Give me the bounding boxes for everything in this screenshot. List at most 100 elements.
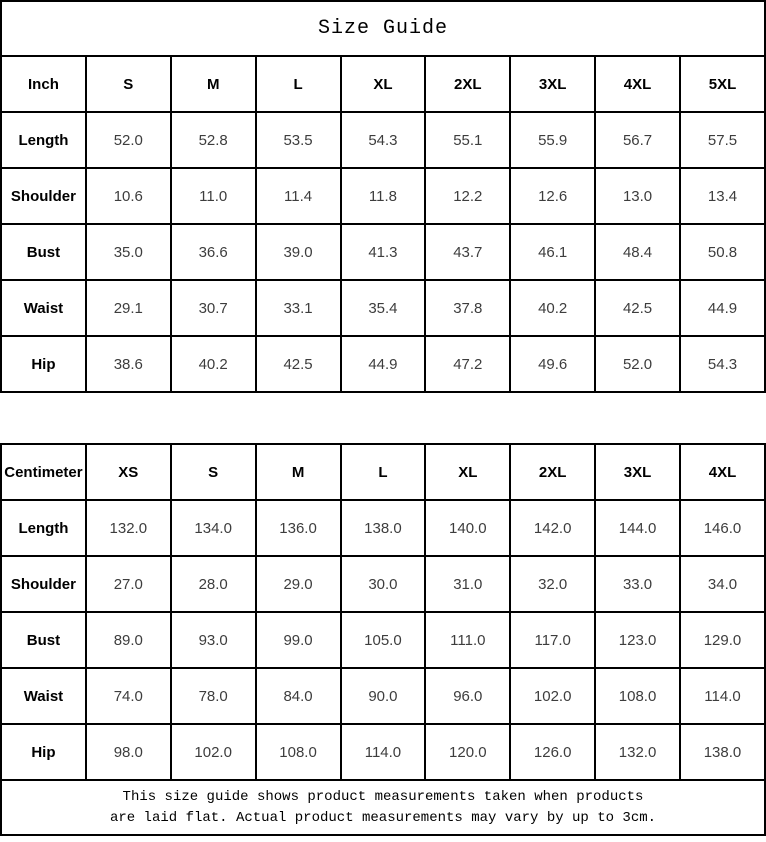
size-header: L	[339, 443, 427, 501]
measurement-cell: 57.5	[679, 111, 766, 169]
measurement-cell: 34.0	[679, 555, 766, 613]
measurement-cell: 93.0	[169, 611, 257, 669]
measurement-cell: 31.0	[424, 555, 512, 613]
measurement-cell: 146.0	[679, 499, 766, 557]
size-header: 4XL	[679, 443, 766, 501]
row-label: Shoulder	[0, 555, 87, 613]
measurement-cell: 10.6	[84, 167, 172, 225]
measurement-cell: 44.9	[339, 335, 427, 393]
inch-header-row: Inch S M L XL 2XL 3XL 4XL 5XL	[0, 55, 766, 113]
measurement-cell: 56.7	[594, 111, 681, 169]
measurement-row-hip: Hip 38.6 40.2 42.5 44.9 47.2 49.6 52.0 5…	[0, 335, 766, 393]
row-label: Length	[0, 499, 87, 557]
measurement-cell: 11.0	[169, 167, 257, 225]
measurement-cell: 29.1	[84, 279, 172, 337]
measurement-cell: 47.2	[424, 335, 512, 393]
measurement-cell: 117.0	[509, 611, 597, 669]
measurement-cell: 37.8	[424, 279, 512, 337]
size-header: 3XL	[594, 443, 681, 501]
row-label: Waist	[0, 667, 87, 725]
measurement-row-shoulder: Shoulder 10.6 11.0 11.4 11.8 12.2 12.6 1…	[0, 167, 766, 225]
measurement-cell: 142.0	[509, 499, 597, 557]
row-label: Waist	[0, 279, 87, 337]
measurement-cell: 44.9	[679, 279, 766, 337]
size-header: 4XL	[594, 55, 681, 113]
measurement-row-waist: Waist 29.1 30.7 33.1 35.4 37.8 40.2 42.5…	[0, 279, 766, 337]
size-header: S	[84, 55, 172, 113]
measurement-cell: 90.0	[339, 667, 427, 725]
measurement-cell: 108.0	[254, 723, 342, 781]
measurement-cell: 12.2	[424, 167, 512, 225]
measurement-cell: 41.3	[339, 223, 427, 281]
size-header: 3XL	[509, 55, 597, 113]
measurement-cell: 30.0	[339, 555, 427, 613]
measurement-cell: 98.0	[84, 723, 172, 781]
size-header: 2XL	[424, 55, 512, 113]
measurement-cell: 55.1	[424, 111, 512, 169]
measurement-cell: 144.0	[594, 499, 681, 557]
size-header: 5XL	[679, 55, 766, 113]
size-header: L	[254, 55, 342, 113]
measurement-row-shoulder: Shoulder 27.0 28.0 29.0 30.0 31.0 32.0 3…	[0, 555, 766, 613]
row-label: Length	[0, 111, 87, 169]
size-header: XL	[424, 443, 512, 501]
measurement-cell: 84.0	[254, 667, 342, 725]
measurement-row-hip: Hip 98.0 102.0 108.0 114.0 120.0 126.0 1…	[0, 723, 766, 781]
unit-header-centimeter: Centimeter	[0, 443, 87, 501]
size-header: S	[169, 443, 257, 501]
disclaimer-line-1: This size guide shows product measuremen…	[122, 788, 644, 805]
measurement-cell: 105.0	[339, 611, 427, 669]
measurement-cell: 36.6	[169, 223, 257, 281]
row-label: Hip	[0, 723, 87, 781]
measurement-cell: 114.0	[339, 723, 427, 781]
measurement-disclaimer: This size guide shows product measuremen…	[0, 779, 766, 836]
measurement-row-length: Length 52.0 52.8 53.5 54.3 55.1 55.9 56.…	[0, 111, 766, 169]
disclaimer-line-2: are laid flat. Actual product measuremen…	[109, 809, 657, 826]
row-label: Hip	[0, 335, 87, 393]
measurement-cell: 102.0	[169, 723, 257, 781]
measurement-cell: 52.0	[594, 335, 681, 393]
measurement-cell: 89.0	[84, 611, 172, 669]
measurement-row-bust: Bust 89.0 93.0 99.0 105.0 111.0 117.0 12…	[0, 611, 766, 669]
measurement-cell: 138.0	[339, 499, 427, 557]
measurement-cell: 33.0	[594, 555, 681, 613]
measurement-cell: 99.0	[254, 611, 342, 669]
measurement-cell: 111.0	[424, 611, 512, 669]
measurement-cell: 32.0	[509, 555, 597, 613]
measurement-cell: 35.4	[339, 279, 427, 337]
inch-size-table: Inch S M L XL 2XL 3XL 4XL 5XL Length 52.…	[0, 55, 766, 393]
measurement-cell: 114.0	[679, 667, 766, 725]
measurement-cell: 132.0	[84, 499, 172, 557]
measurement-cell: 52.8	[169, 111, 257, 169]
measurement-cell: 30.7	[169, 279, 257, 337]
measurement-cell: 140.0	[424, 499, 512, 557]
measurement-cell: 55.9	[509, 111, 597, 169]
measurement-cell: 53.5	[254, 111, 342, 169]
measurement-cell: 40.2	[169, 335, 257, 393]
measurement-cell: 136.0	[254, 499, 342, 557]
measurement-cell: 12.6	[509, 167, 597, 225]
measurement-cell: 96.0	[424, 667, 512, 725]
measurement-cell: 102.0	[509, 667, 597, 725]
table-gap-spacer	[0, 393, 766, 445]
measurement-cell: 108.0	[594, 667, 681, 725]
measurement-cell: 49.6	[509, 335, 597, 393]
measurement-cell: 42.5	[594, 279, 681, 337]
measurement-cell: 13.4	[679, 167, 766, 225]
measurement-cell: 132.0	[594, 723, 681, 781]
unit-header-inch: Inch	[0, 55, 87, 113]
measurement-row-bust: Bust 35.0 36.6 39.0 41.3 43.7 46.1 48.4 …	[0, 223, 766, 281]
measurement-row-length: Length 132.0 134.0 136.0 138.0 140.0 142…	[0, 499, 766, 557]
measurement-cell: 50.8	[679, 223, 766, 281]
row-label: Shoulder	[0, 167, 87, 225]
measurement-cell: 120.0	[424, 723, 512, 781]
measurement-cell: 28.0	[169, 555, 257, 613]
measurement-cell: 78.0	[169, 667, 257, 725]
page-title: Size Guide	[0, 0, 766, 57]
measurement-cell: 48.4	[594, 223, 681, 281]
measurement-cell: 35.0	[84, 223, 172, 281]
size-header: XS	[84, 443, 172, 501]
size-header: XL	[339, 55, 427, 113]
measurement-cell: 40.2	[509, 279, 597, 337]
centimeter-header-row: Centimeter XS S M L XL 2XL 3XL 4XL	[0, 443, 766, 501]
